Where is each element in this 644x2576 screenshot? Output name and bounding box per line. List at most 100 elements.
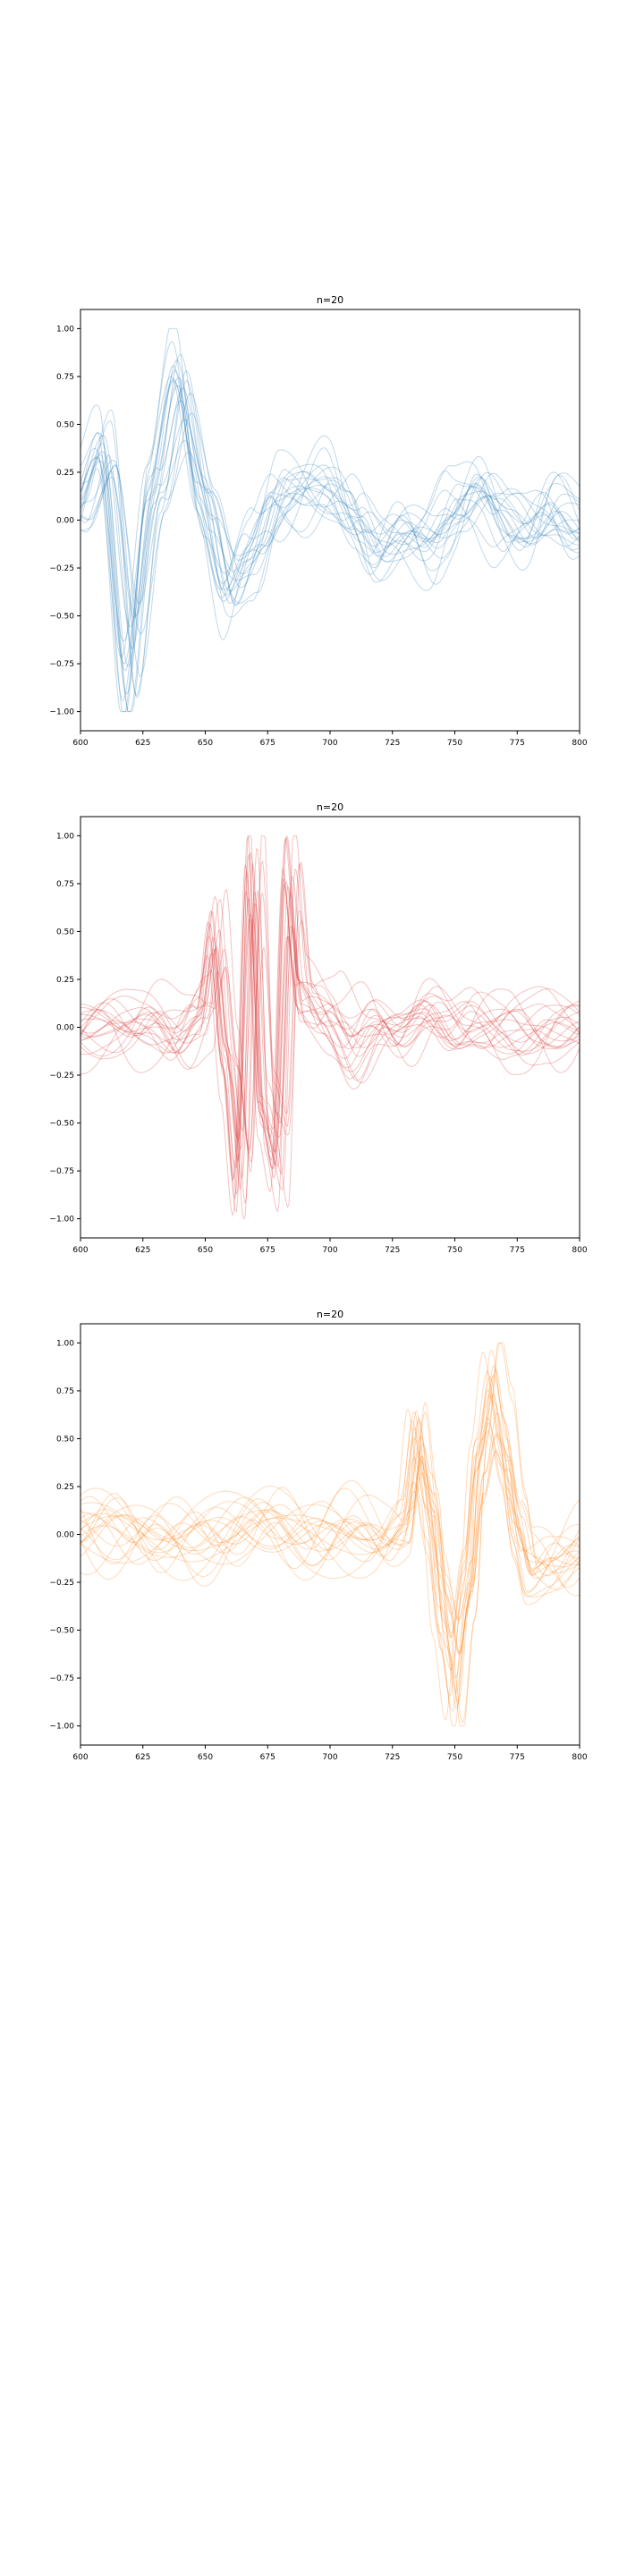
y-tick-label: −0.25 [49, 1072, 74, 1080]
series-line [80, 1433, 580, 1656]
series-line [80, 892, 580, 1151]
series-line [80, 377, 580, 667]
series-line [80, 902, 580, 1132]
y-tick-label: 0.50 [56, 928, 74, 936]
series-line [80, 864, 580, 1193]
x-tick-label: 650 [198, 1246, 213, 1255]
series-line [80, 919, 580, 1152]
series-group [80, 835, 580, 1220]
series-line [80, 862, 580, 1213]
series-line [80, 835, 580, 1208]
chart-title: n=20 [317, 294, 343, 306]
x-tick-label: 725 [385, 739, 400, 748]
series-line [80, 912, 580, 1154]
x-tick-label: 700 [322, 1246, 337, 1255]
series-line [80, 868, 580, 1217]
series-line [80, 1364, 580, 1709]
series-line [80, 1342, 580, 1727]
series-line [80, 1369, 580, 1697]
y-tick-label: 1.00 [56, 325, 74, 334]
series-line [80, 1412, 580, 1655]
series-line [80, 1418, 580, 1615]
x-tick-label: 775 [510, 1753, 525, 1762]
y-tick-label: −1.00 [49, 708, 74, 717]
x-tick-label: 800 [572, 739, 587, 748]
x-tick-label: 700 [322, 1753, 337, 1762]
series-line [80, 419, 580, 619]
series-line [80, 1389, 580, 1635]
series-line [80, 871, 580, 1180]
y-tick-label: 0.75 [56, 1387, 74, 1396]
series-line [80, 359, 580, 695]
y-tick-label: −0.50 [49, 613, 74, 622]
y-tick-label: −1.00 [49, 1216, 74, 1224]
series-line [80, 440, 580, 616]
x-tick-label: 725 [385, 1753, 400, 1762]
series-group [80, 327, 580, 713]
series-line [80, 387, 580, 649]
series-line [80, 376, 580, 658]
y-tick-label: 0.50 [56, 1435, 74, 1444]
y-tick-label: 0.75 [56, 880, 74, 889]
series-line [80, 378, 580, 642]
series-line [80, 1349, 580, 1727]
series-line [80, 379, 580, 699]
series-line [80, 1394, 580, 1671]
series-line [80, 380, 580, 665]
y-tick-label: −0.50 [49, 1120, 74, 1129]
x-tick-label: 600 [72, 1753, 88, 1762]
y-tick-label: 0.25 [56, 469, 74, 478]
y-tick-label: 0.25 [56, 1483, 74, 1492]
series-line [80, 852, 580, 1166]
chart-1: n=20 600 625 650 675 700 725 750 775 800 −1.00 −0.7… [49, 294, 587, 748]
x-tick-label: 675 [260, 739, 275, 748]
series-line [80, 341, 580, 713]
series-line [80, 1394, 580, 1679]
series-line [80, 451, 580, 605]
y-tick-label: −0.75 [49, 1674, 74, 1683]
series-line [80, 876, 580, 1180]
series-line [80, 393, 580, 677]
series-line [80, 385, 580, 713]
series-line [80, 835, 580, 1200]
y-tick-label: 0.75 [56, 373, 74, 382]
series-line [80, 835, 580, 1220]
x-tick-label: 800 [572, 1753, 587, 1762]
series-line [80, 400, 580, 628]
series-line [80, 1434, 580, 1620]
y-tick-label: 1.00 [56, 832, 74, 841]
x-tick-label: 625 [135, 1246, 150, 1255]
x-tick-label: 750 [447, 1753, 462, 1762]
x-tick-label: 675 [260, 1246, 275, 1255]
series-line [80, 1352, 580, 1721]
y-tick-label: 0.25 [56, 976, 74, 985]
series-line [80, 1430, 580, 1638]
series-line [80, 412, 580, 635]
x-tick-label: 625 [135, 739, 150, 748]
series-line [80, 1422, 580, 1639]
series-line [80, 835, 580, 1195]
x-tick-label: 775 [510, 739, 525, 748]
series-line [80, 918, 580, 1168]
y-tick-label: 0.00 [56, 1531, 74, 1540]
y-tick-label: 0.00 [56, 1024, 74, 1033]
series-line [80, 836, 580, 1213]
series-line [80, 1374, 580, 1694]
y-tick-label: −0.25 [49, 1579, 74, 1588]
series-line [80, 1449, 580, 1655]
x-tick-label: 675 [260, 1753, 275, 1762]
chart-3: n=20 600 625 650 675 700 725 750 775 800 −1.00 −0.7… [49, 1309, 587, 1762]
series-line [80, 353, 580, 713]
series-line [80, 365, 580, 702]
y-tick-label: 1.00 [56, 1339, 74, 1348]
series-line [80, 1436, 580, 1622]
y-tick-label: −0.75 [49, 1167, 74, 1176]
y-tick-label: −0.25 [49, 564, 74, 573]
x-tick-label: 800 [572, 1246, 587, 1255]
series-line [80, 369, 580, 672]
x-tick-label: 750 [447, 1246, 462, 1255]
x-tick-label: 600 [72, 739, 88, 748]
series-line [80, 370, 580, 696]
x-tick-label: 700 [322, 739, 337, 748]
